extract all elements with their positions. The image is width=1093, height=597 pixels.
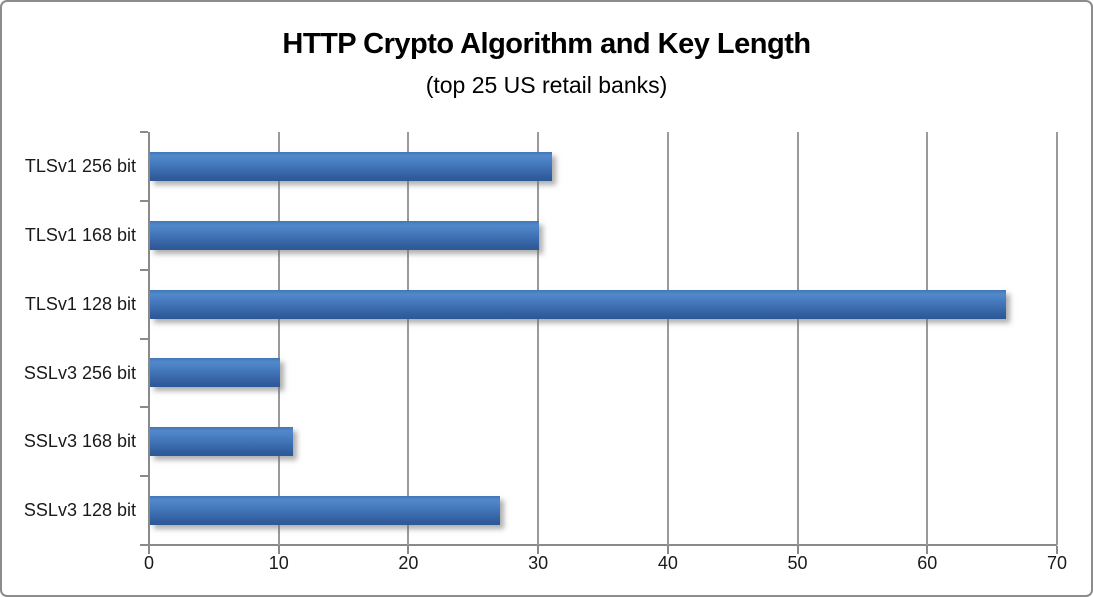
y-tick-mark-2 bbox=[140, 268, 148, 271]
chart-subtitle: (top 25 US retail banks) bbox=[425, 72, 668, 98]
chart-title: HTTP Crypto Algorithm and Key Length bbox=[282, 28, 811, 60]
bar-tlsv1-168-bit bbox=[150, 220, 540, 250]
gridline-50 bbox=[796, 132, 799, 545]
x-tick-label-20: 20 bbox=[398, 553, 419, 573]
bar-sslv3-168-bit bbox=[150, 427, 293, 457]
y-tick-mark-4 bbox=[140, 406, 148, 409]
y-tick-mark-1 bbox=[140, 199, 148, 202]
x-tick-mark-30 bbox=[537, 546, 540, 554]
y-tick-mark-0 bbox=[140, 131, 148, 133]
y-tick-mark-5 bbox=[140, 475, 148, 478]
x-axis-line bbox=[141, 544, 1057, 546]
category-label-sslv3-168-bit: SSLv3 168 bit bbox=[23, 431, 136, 452]
x-tick-label-50: 50 bbox=[787, 553, 808, 573]
gridline-70 bbox=[1056, 132, 1058, 545]
x-tick-label-30: 30 bbox=[528, 553, 549, 573]
gridline-20 bbox=[407, 132, 410, 545]
gridline-30 bbox=[537, 132, 540, 545]
category-label-tlsv1-128-bit: TLSv1 128 bit bbox=[24, 293, 136, 314]
plot-area: 0 10 20 30 40 50 60 70 TLSv1 256 bit TLSv1 168 bi… bbox=[24, 131, 1067, 573]
x-tick-mark-10 bbox=[277, 546, 280, 554]
x-tick-label-0: 0 bbox=[143, 553, 155, 573]
y-tick-mark-3 bbox=[140, 337, 148, 340]
x-tick-label-60: 60 bbox=[917, 553, 938, 573]
category-label-tlsv1-168-bit: TLSv1 168 bit bbox=[24, 224, 136, 245]
x-tick-label-10: 10 bbox=[268, 553, 289, 573]
x-tick-mark-60 bbox=[926, 546, 929, 554]
x-tick-mark-0 bbox=[148, 546, 150, 554]
category-label-sslv3-256-bit: SSLv3 256 bit bbox=[23, 362, 136, 383]
bar-tlsv1-128-bit bbox=[150, 289, 1007, 319]
gridline-10 bbox=[277, 132, 280, 545]
gridline-60 bbox=[926, 132, 929, 545]
bar-sslv3-256-bit bbox=[150, 358, 280, 388]
y-tick-mark-6 bbox=[140, 544, 148, 546]
gridline-40 bbox=[666, 132, 669, 545]
x-tick-mark-20 bbox=[407, 546, 410, 554]
x-tick-mark-50 bbox=[796, 546, 799, 554]
x-tick-mark-40 bbox=[666, 546, 669, 554]
category-label-sslv3-128-bit: SSLv3 128 bit bbox=[23, 500, 136, 521]
bar-sslv3-128-bit bbox=[150, 496, 501, 526]
y-axis-line bbox=[148, 132, 150, 545]
category-label-tlsv1-256-bit: TLSv1 256 bit bbox=[24, 156, 136, 176]
x-tick-mark-70 bbox=[1056, 546, 1058, 554]
x-tick-label-40: 40 bbox=[657, 553, 678, 573]
bar-tlsv1-256-bit bbox=[150, 151, 553, 181]
x-tick-label-70: 70 bbox=[1046, 553, 1068, 573]
